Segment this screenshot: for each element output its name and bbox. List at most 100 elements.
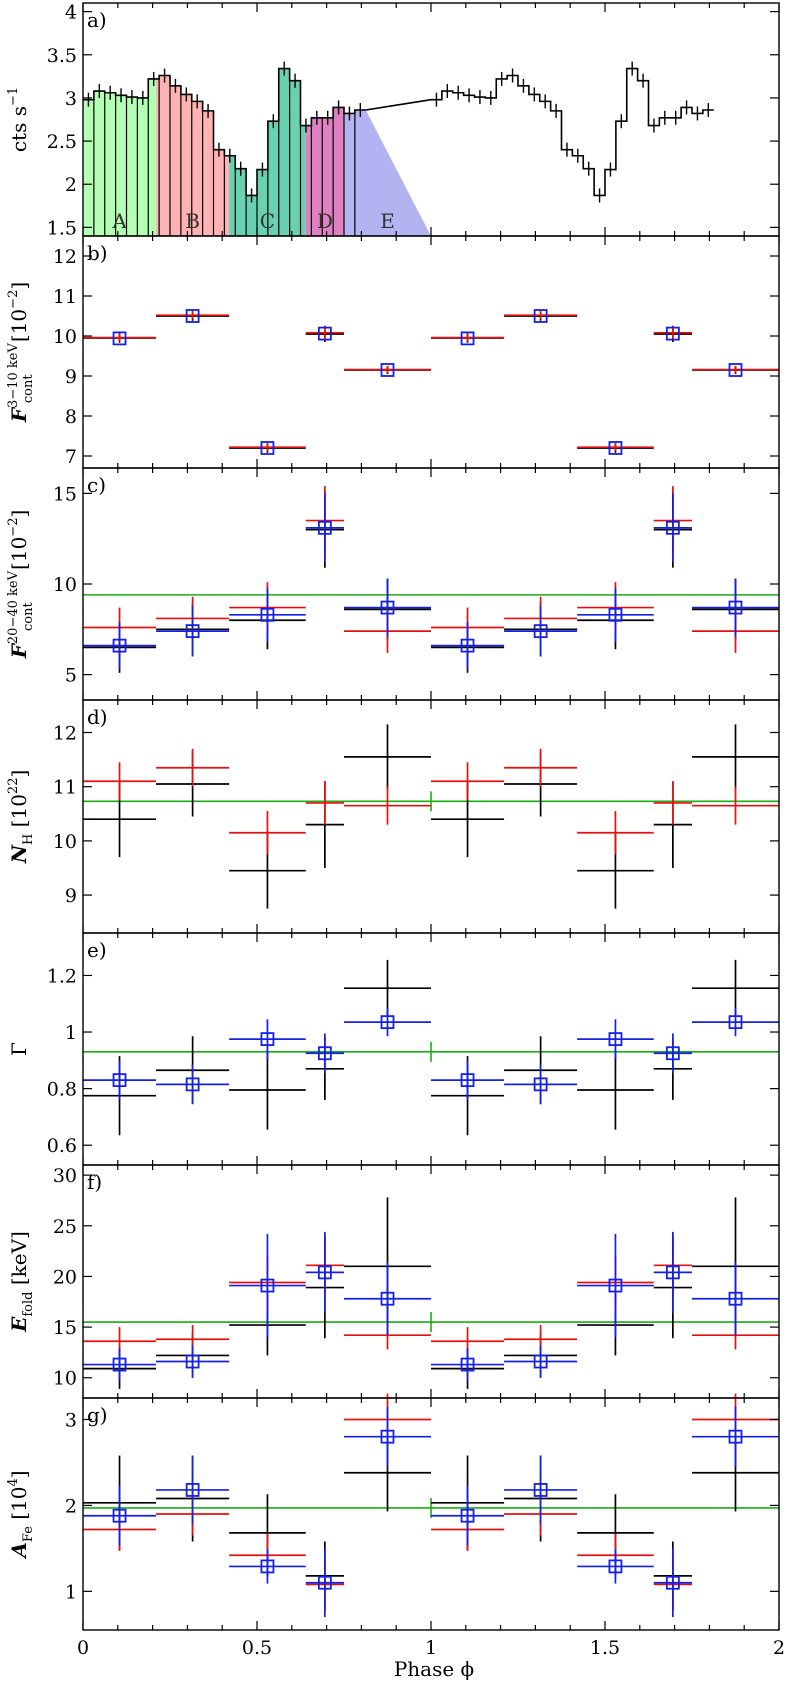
data-point-marker xyxy=(260,441,275,455)
y-axis-title-d: NH [1022] xyxy=(6,770,36,865)
segment-label-B: B xyxy=(185,209,200,233)
data-point-marker xyxy=(112,1357,127,1372)
y-tick-label: 8 xyxy=(65,406,77,428)
y-tick-label: 5 xyxy=(65,665,77,687)
data-point-marker xyxy=(317,326,332,341)
data-point-marker xyxy=(728,1429,743,1444)
y-axis-title-part: cts s xyxy=(7,106,31,152)
y-axis-title-part: E xyxy=(7,1316,31,1333)
y-tick-label: 2 xyxy=(65,1495,77,1517)
y-tick-label: 4 xyxy=(65,2,77,24)
data-point-marker xyxy=(665,1046,680,1061)
y-axis-title-part: 4 xyxy=(6,1478,21,1486)
data-point-marker xyxy=(533,624,548,639)
x-tick-label: 0 xyxy=(77,1637,89,1659)
segment-fill-B xyxy=(156,75,230,236)
y-axis-title-part: [10 xyxy=(7,794,31,827)
y-axis-title-part: F xyxy=(7,642,31,659)
data-point-marker xyxy=(665,520,680,535)
y-axis-title-part: A xyxy=(7,1542,31,1560)
data-point-marker xyxy=(380,1429,395,1444)
data-point-marker xyxy=(728,363,743,377)
y-axis-title-part: cont xyxy=(21,374,36,403)
x-tick-label: 0.5 xyxy=(242,1637,272,1659)
data-point-marker xyxy=(728,600,743,615)
panel-label-d: d) xyxy=(87,705,108,729)
segment-fill-E xyxy=(344,110,431,236)
y-tick-label: 12 xyxy=(53,246,77,268)
data-point-marker xyxy=(460,1073,475,1088)
panel-label-a: a) xyxy=(87,8,107,32)
y-axis-title-part: ] xyxy=(7,510,31,518)
data-point-marker xyxy=(260,1032,275,1046)
data-point-marker xyxy=(460,1357,475,1372)
data-point-marker xyxy=(260,607,275,622)
y-axis-title-part: Γ xyxy=(7,1042,31,1056)
data-point-marker xyxy=(317,1265,332,1280)
segment-label-C: C xyxy=(260,209,275,233)
data-point-marker xyxy=(112,331,127,346)
y-tick-label: 10 xyxy=(53,326,77,348)
y-axis-title-f: Efold [keV] xyxy=(7,1231,36,1333)
y-tick-label: 11 xyxy=(53,777,77,799)
y-axis-title-g: AFe [104] xyxy=(6,1470,36,1559)
y-tick-label: 10 xyxy=(53,831,77,853)
data-point-marker xyxy=(608,607,623,622)
x-tick-label: 1 xyxy=(425,1637,437,1659)
y-tick-label: 1.2 xyxy=(47,965,77,987)
y-axis-title-a: cts s−1 xyxy=(6,87,31,152)
y-tick-label: 3 xyxy=(65,1409,77,1431)
x-tick-label: 1.5 xyxy=(590,1637,620,1659)
data-point-marker xyxy=(380,600,395,615)
y-axis-title-e: Γ xyxy=(7,1042,31,1056)
y-axis-title-part: ] xyxy=(7,770,31,778)
data-point-marker xyxy=(260,1559,275,1574)
data-point-marker xyxy=(460,1508,475,1523)
data-point-marker xyxy=(665,1265,680,1280)
data-point-marker xyxy=(608,1278,623,1293)
y-tick-label: 15 xyxy=(53,483,77,505)
data-point-marker xyxy=(380,363,395,377)
data-point-marker xyxy=(317,1046,332,1061)
y-tick-label: 1 xyxy=(65,1022,77,1044)
y-axis-title-part: [keV] xyxy=(7,1231,31,1285)
data-point-marker xyxy=(185,1354,200,1369)
y-axis-title-part: Fe xyxy=(21,1526,36,1542)
y-axis-title-part: 3−10 keV xyxy=(6,343,21,408)
y-axis-title-b: F3−10 keVcont [10−2] xyxy=(6,282,36,423)
y-tick-label: 9 xyxy=(65,366,77,388)
data-point-marker xyxy=(533,1354,548,1369)
panel-b: 7 8 9 10 11 12 b) F3−10 keVcont [10−2] xyxy=(6,235,780,469)
segment-label-D: D xyxy=(317,209,333,233)
data-point-marker xyxy=(608,1559,623,1574)
segment-label-E: E xyxy=(380,209,395,233)
x-tick-label: 2 xyxy=(773,1637,785,1659)
panel-label-g: g) xyxy=(87,1403,108,1427)
data-point-marker xyxy=(460,638,475,653)
y-tick-label: 15 xyxy=(53,1317,77,1339)
data-point-marker xyxy=(380,1015,395,1030)
panel-label-e: e) xyxy=(87,938,107,962)
y-axis-title-part: ] xyxy=(7,1470,31,1478)
y-axis-title-c: F20−40 keVcont [10−2] xyxy=(6,510,36,660)
y-tick-label: 30 xyxy=(53,1165,77,1187)
y-axis-title-part: N xyxy=(7,844,31,864)
data-point-marker xyxy=(260,1278,275,1293)
y-tick-label: 2 xyxy=(65,174,77,196)
y-tick-label: 20 xyxy=(53,1266,77,1288)
y-tick-label: 11 xyxy=(53,286,77,308)
y-tick-label: 9 xyxy=(65,885,77,907)
panel-f: 10 15 20 25 30 f) Efold [keV] xyxy=(7,1164,780,1399)
data-point-marker xyxy=(380,1291,395,1306)
data-point-marker xyxy=(317,520,332,535)
x-axis-title: Phase ϕ xyxy=(394,1657,474,1681)
y-axis-title-part: 20−40 keV xyxy=(6,570,21,644)
y-axis-title-part: F xyxy=(7,406,31,423)
y-tick-label: 0.8 xyxy=(47,1079,77,1101)
panel-label-b: b) xyxy=(87,241,108,265)
y-axis-title-part: −1 xyxy=(6,87,21,106)
data-point-marker xyxy=(533,1077,548,1092)
y-axis-title-part: cont xyxy=(21,602,36,631)
